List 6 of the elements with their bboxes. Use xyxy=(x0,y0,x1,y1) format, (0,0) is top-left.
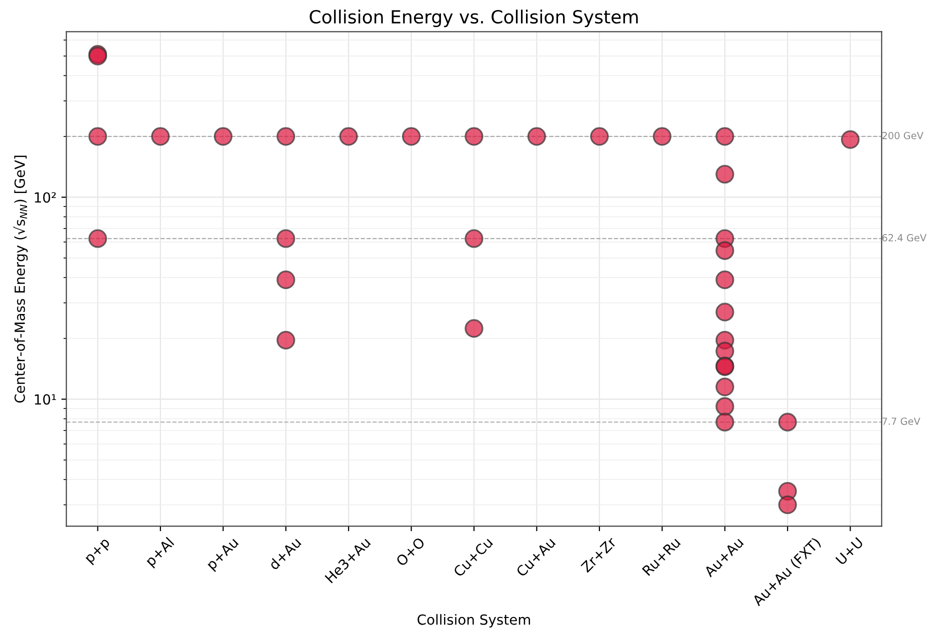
x-axis-title: Collision System xyxy=(418,614,530,628)
y-tick-label: 10¹ xyxy=(34,394,56,405)
chart-title: Collision Energy vs. Collision System xyxy=(310,10,638,28)
y-tick-label: 10² xyxy=(34,192,56,203)
ref-line-label: 7.7 GeV xyxy=(882,418,920,425)
y-axis-title: Center-of-Mass Energy (√s$_{NN}$) [GeV] xyxy=(14,156,28,403)
